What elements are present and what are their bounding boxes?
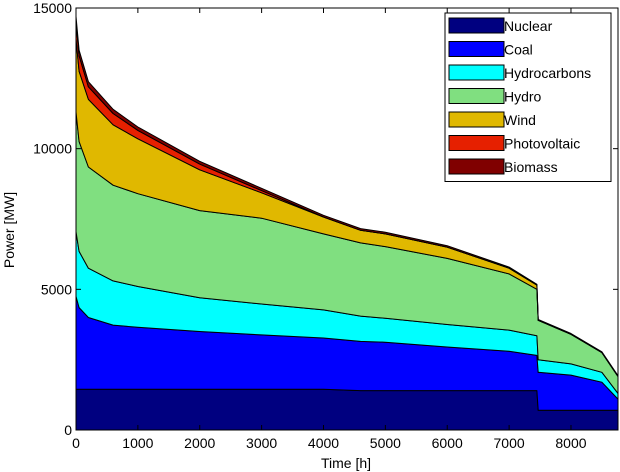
legend-swatch-hydrocarbons [448,64,505,81]
legend-label-photovoltaic: Photovoltaic [504,136,580,152]
legend-swatch-wind [448,111,505,128]
legend-swatch-photovoltaic [448,135,505,151]
x-tick-label: 6000 [432,435,463,451]
legend-swatch-nuclear [448,17,505,34]
legend: Nuclear Coal Hydrocarbons Hydro Wind Photovol… [444,12,612,182]
legend-swatch-biomass [448,158,505,175]
y-tick-label: 15000 [33,0,72,16]
y-tick-label: 5000 [41,281,72,297]
legend-label-hydro: Hydro [504,89,542,105]
x-tick-label: 8000 [555,435,586,451]
x-tick-label: 1000 [122,435,153,451]
x-axis-label: Time [h] [321,455,371,471]
legend-label-nuclear: Nuclear [504,18,553,34]
x-tick-label: 0 [72,435,80,451]
legend-swatch-hydro [448,88,505,104]
legend-swatch-coal [448,41,505,57]
ticks: 0 1000 2000 3000 4000 5000 6000 7000 8000 0 5000 10… [33,0,618,451]
x-tick-label: 3000 [246,435,277,451]
plot-frame [75,7,619,431]
legend-label-wind: Wind [504,112,536,128]
y-tick-label: 10000 [33,141,72,157]
area-nuclear [75,388,619,431]
legend-label-biomass: Biomass [504,159,558,175]
x-tick-label: 4000 [308,435,339,451]
y-tick-label: 0 [64,422,72,438]
axes [75,7,619,431]
legend-label-coal: Coal [504,42,533,58]
x-tick-label: 7000 [494,435,525,451]
y-axis-label: Power [MW] [1,192,17,268]
x-tick-label: 5000 [370,435,401,451]
legend-label-hydrocarbons: Hydrocarbons [504,65,591,81]
stacked-areas [75,15,619,431]
x-tick-label: 2000 [184,435,215,451]
